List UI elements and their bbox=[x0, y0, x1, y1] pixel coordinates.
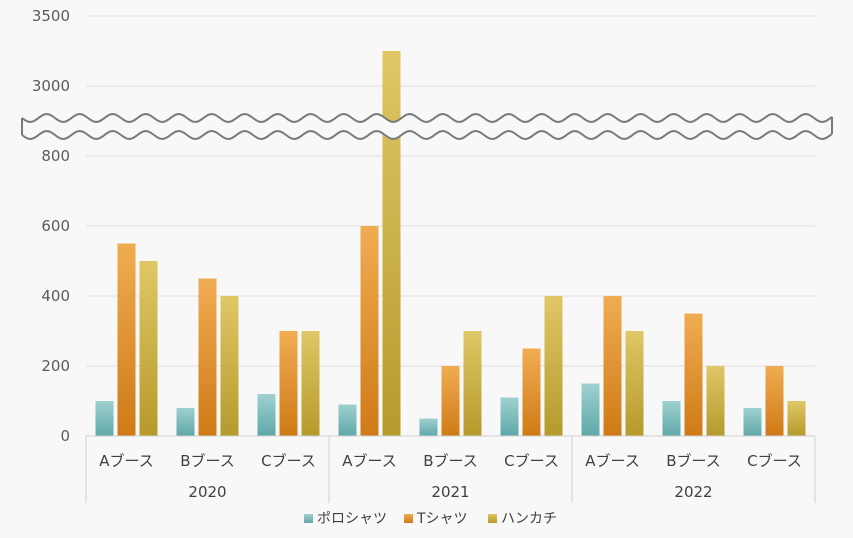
bar bbox=[787, 401, 806, 436]
legend-swatch bbox=[304, 514, 313, 523]
category-label: Aブース bbox=[342, 452, 397, 470]
bar bbox=[625, 331, 644, 436]
bar bbox=[279, 331, 298, 436]
bar bbox=[500, 397, 519, 436]
bar bbox=[301, 331, 320, 436]
axis-break-line-top bbox=[21, 113, 833, 123]
y-axis-ticks: 0 200 400 600 800 3000 3500 bbox=[32, 7, 70, 445]
category-label: Bブース bbox=[423, 452, 478, 470]
bars bbox=[95, 51, 806, 436]
axis-break-band bbox=[22, 114, 832, 139]
bar bbox=[603, 296, 622, 436]
bar bbox=[95, 401, 114, 436]
bar bbox=[522, 348, 541, 436]
category-label: Aブース bbox=[99, 452, 154, 470]
bar bbox=[544, 296, 563, 436]
legend-label: Tシャツ bbox=[416, 511, 468, 527]
bar bbox=[765, 366, 784, 436]
bar bbox=[743, 408, 762, 436]
bar bbox=[360, 226, 379, 436]
y-tick-label: 600 bbox=[41, 217, 70, 235]
bar bbox=[220, 296, 239, 436]
gridlines bbox=[86, 15, 815, 367]
category-label: Aブース bbox=[585, 452, 640, 470]
legend-swatch bbox=[404, 514, 413, 523]
bar bbox=[382, 51, 401, 436]
axis-break-line-bottom bbox=[21, 130, 833, 140]
legend-label: ポロシャツ bbox=[317, 511, 387, 527]
category-label: Bブース bbox=[666, 452, 721, 470]
bar bbox=[198, 278, 217, 436]
y-tick-label: 3000 bbox=[32, 77, 70, 95]
bar bbox=[338, 404, 357, 436]
y-tick-label: 3500 bbox=[32, 7, 70, 25]
legend-swatch bbox=[488, 514, 497, 523]
category-label: Bブース bbox=[180, 452, 235, 470]
axis-break-marker bbox=[21, 113, 833, 140]
bar bbox=[139, 261, 158, 436]
bar bbox=[419, 418, 438, 436]
bar bbox=[706, 366, 725, 436]
y-tick-label: 400 bbox=[41, 287, 70, 305]
category-axis: Aブース Bブース Cブース 2020 Aブース Bブース Cブース 2021 Aブース Bブース… bbox=[85, 435, 816, 503]
group-label: 2021 bbox=[431, 483, 469, 501]
bar bbox=[662, 401, 681, 436]
y-tick-label: 200 bbox=[41, 357, 70, 375]
category-label: Cブース bbox=[747, 452, 802, 470]
group-label: 2022 bbox=[674, 483, 712, 501]
bar bbox=[463, 331, 482, 436]
legend-label: ハンカチ bbox=[501, 511, 557, 527]
bar bbox=[257, 394, 276, 436]
bar bbox=[441, 366, 460, 436]
bar bbox=[117, 243, 136, 436]
legend: ポロシャツ Tシャツ ハンカチ bbox=[304, 511, 557, 527]
category-label: Cブース bbox=[504, 452, 559, 470]
y-tick-label: 0 bbox=[60, 427, 70, 445]
y-tick-label: 800 bbox=[41, 147, 70, 165]
group-label: 2020 bbox=[188, 483, 226, 501]
bar bbox=[176, 408, 195, 436]
bar bbox=[684, 313, 703, 436]
category-label: Cブース bbox=[261, 452, 316, 470]
bar bbox=[581, 383, 600, 436]
